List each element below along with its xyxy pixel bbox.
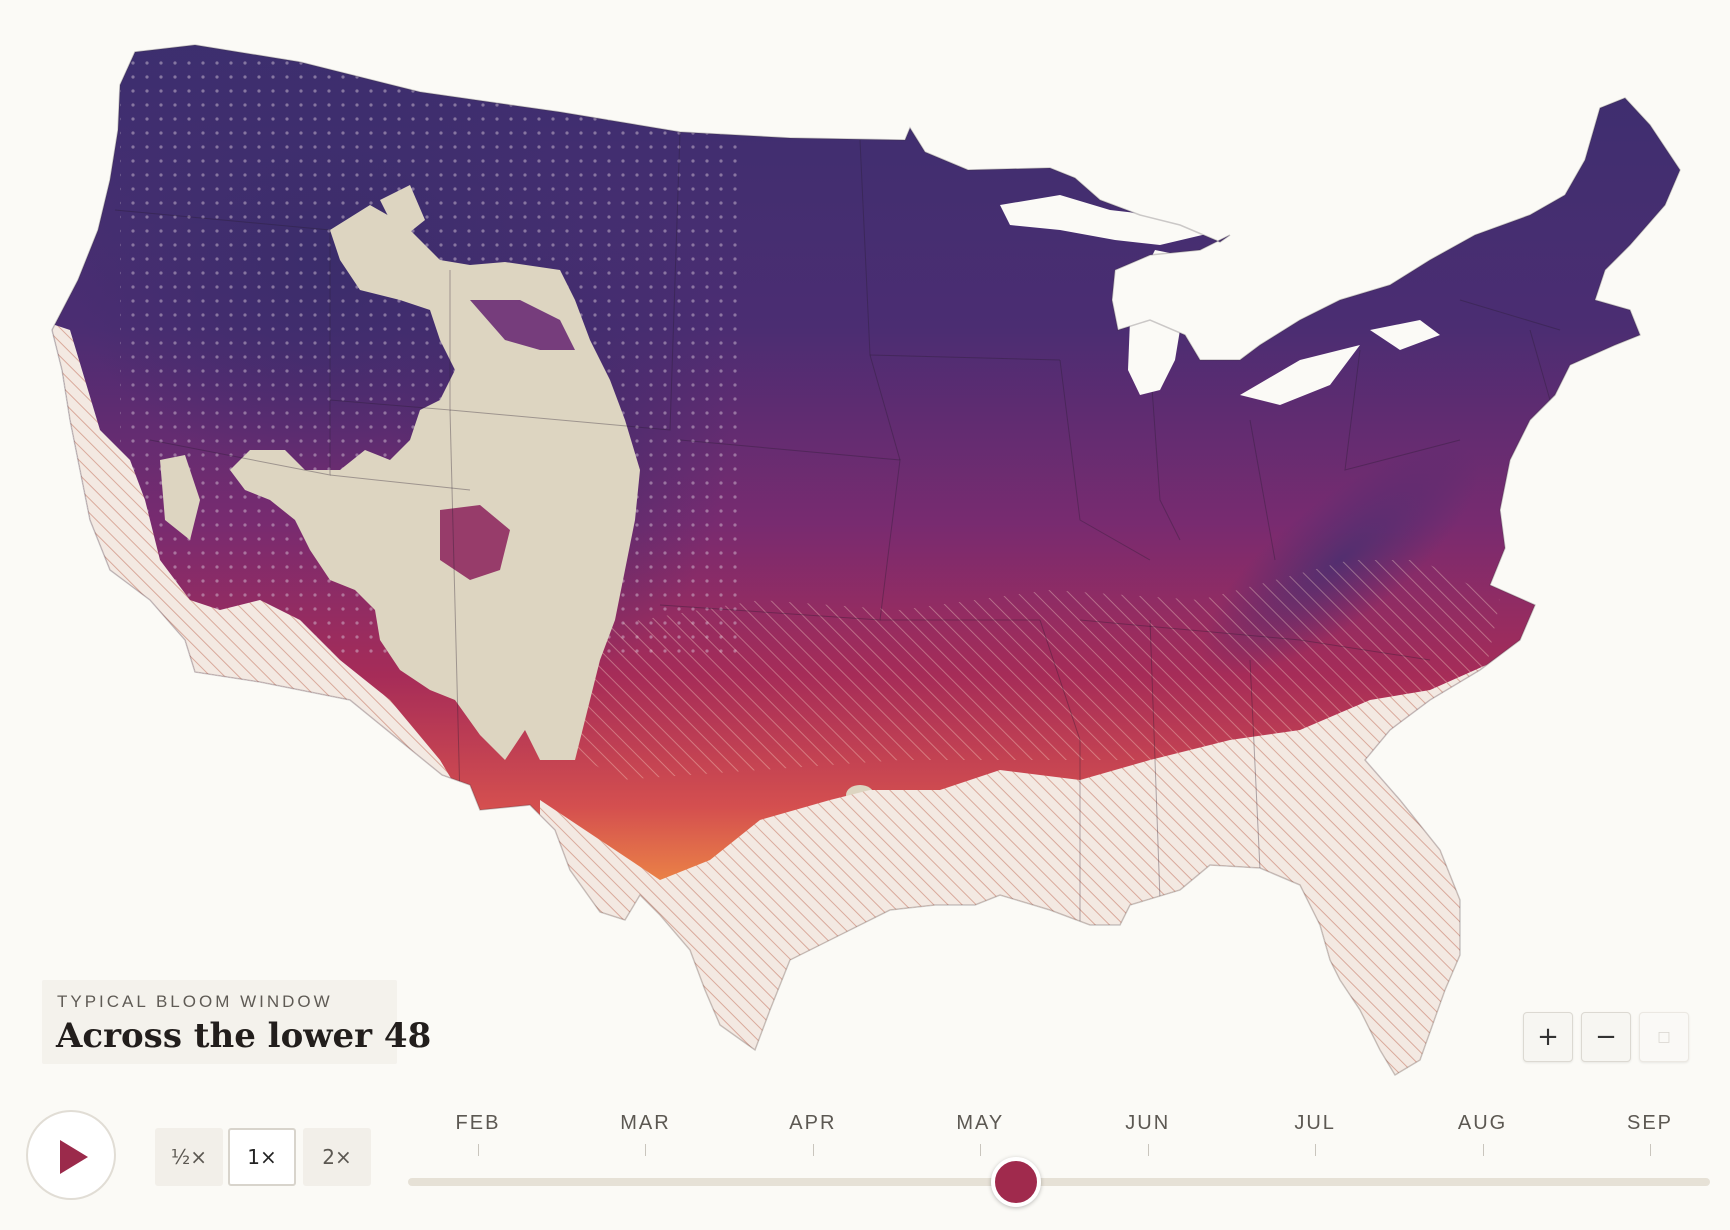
month-tick (478, 1144, 479, 1156)
barren-areas (160, 185, 874, 805)
speed-button-2[interactable]: 2× (303, 1128, 371, 1186)
month-tick (645, 1144, 647, 1156)
timeline-track[interactable] (408, 1178, 1710, 1186)
month-tick (1147, 1144, 1149, 1156)
month-label-jun: JUN (1125, 1112, 1171, 1134)
reset-view-button[interactable]: □ (1639, 1012, 1689, 1062)
us-map-svg[interactable] (0, 0, 1730, 1090)
month-label-apr: APR (789, 1112, 837, 1134)
state-borders (114, 131, 1561, 930)
month-tick (812, 1144, 814, 1156)
speed-button-1[interactable]: 1× (228, 1128, 296, 1186)
zoom-in-button[interactable]: + (1523, 1012, 1573, 1062)
timeline-thumb[interactable] (991, 1157, 1042, 1207)
bloom-map[interactable] (0, 0, 1730, 1090)
speed-button-0[interactable]: ½× (155, 1128, 223, 1186)
month-tick (1482, 1144, 1484, 1156)
month-label-may: MAY (956, 1112, 1005, 1134)
month-label-aug: AUG (1457, 1112, 1508, 1134)
month-label-feb: FEB (455, 1112, 501, 1134)
month-tick (1650, 1144, 1651, 1156)
month-tick (980, 1144, 982, 1156)
month-label-sep: SEP (1626, 1112, 1674, 1134)
zoom-out-button[interactable]: − (1581, 1012, 1631, 1062)
map-label-card: TYPICAL BLOOM WINDOW Across the lower 48 (42, 980, 431, 1064)
play-icon (60, 1140, 88, 1174)
month-label-mar: MAR (620, 1112, 671, 1134)
month-tick (1315, 1144, 1317, 1156)
great-lakes (1000, 195, 1440, 405)
map-label-title: Across the lower 48 (56, 1016, 432, 1056)
month-label-jul: JUL (1294, 1112, 1336, 1134)
play-button[interactable] (26, 1110, 116, 1200)
bloom-layer (52, 45, 1680, 1075)
map-label-eyebrow: TYPICAL BLOOM WINDOW (57, 992, 333, 1011)
